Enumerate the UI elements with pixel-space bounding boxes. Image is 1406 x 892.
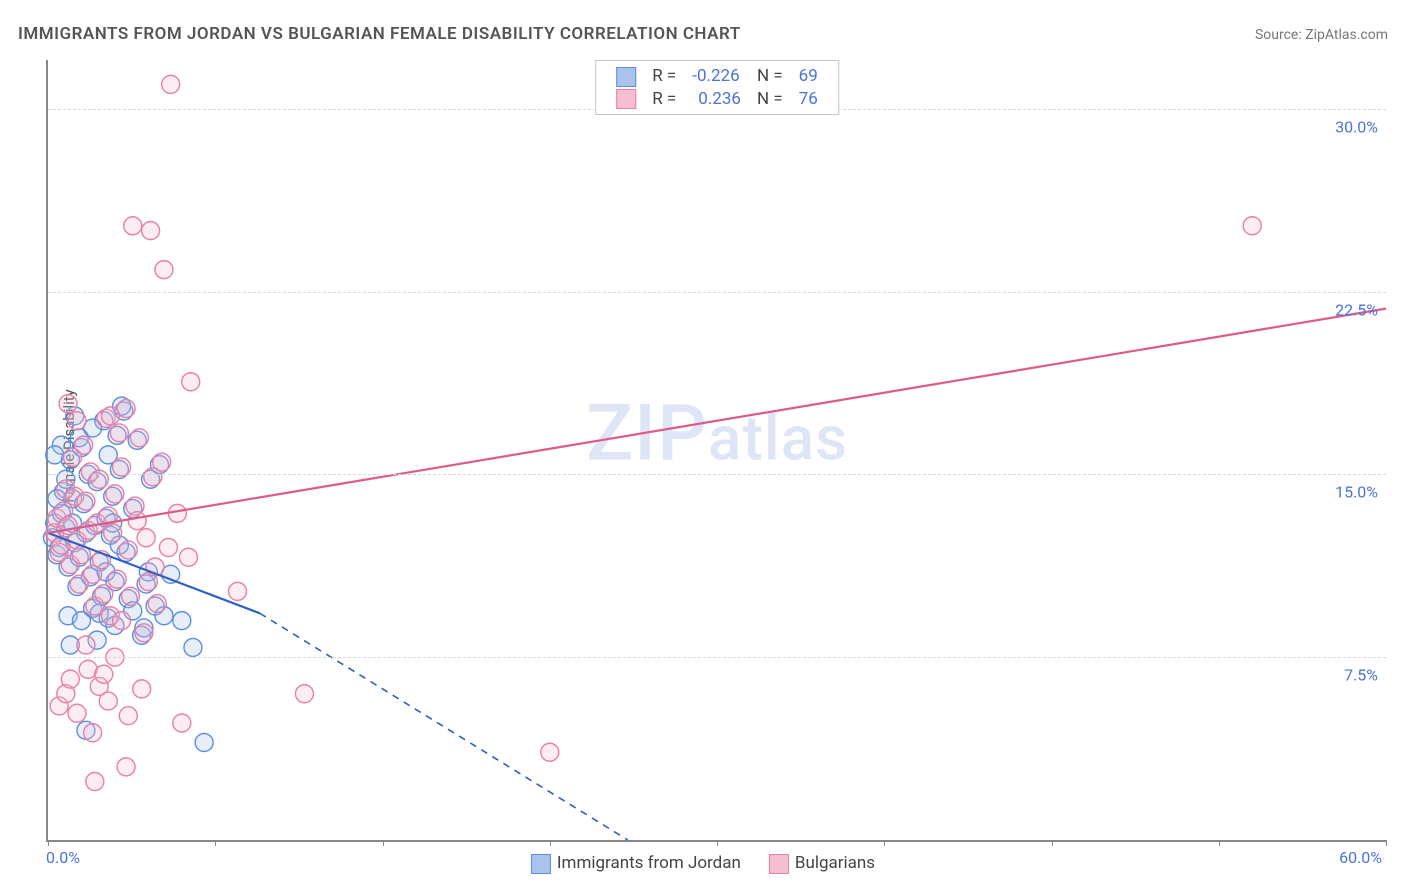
data-point (173, 714, 191, 732)
data-point (46, 446, 64, 464)
y-tick-label: 30.0% (1335, 117, 1378, 136)
data-point (1243, 217, 1261, 235)
x-tick (215, 840, 216, 846)
swatch-bulgarians-icon (769, 854, 789, 874)
data-point (95, 585, 113, 603)
swatch-jordan-icon (531, 854, 551, 874)
legend-row-jordan: R = -0.226 N = 69 (608, 65, 826, 88)
x-tick (1386, 840, 1387, 846)
data-point (75, 436, 93, 454)
data-point (295, 685, 313, 703)
data-point (122, 587, 140, 605)
data-point (61, 670, 79, 688)
r-value-jordan: -0.226 (684, 65, 749, 88)
data-point (84, 724, 102, 742)
data-point (68, 704, 86, 722)
y-tick-label: 7.5% (1344, 666, 1378, 685)
data-point (541, 743, 559, 761)
data-point (113, 458, 131, 476)
trend-line-extrapolated (260, 613, 628, 840)
legend-item-jordan: Immigrants from Jordan (531, 853, 741, 874)
series-legend: Immigrants from Jordan Bulgarians (531, 853, 875, 874)
data-point (95, 665, 113, 683)
data-point (179, 548, 197, 566)
data-point (153, 453, 171, 471)
trend-line (48, 309, 1386, 533)
source-link[interactable]: ZipAtlas.com (1305, 27, 1388, 43)
x-tick (383, 840, 384, 846)
data-point (135, 624, 153, 642)
n-value-jordan: 69 (791, 65, 826, 88)
data-point (133, 680, 151, 698)
legend-label-bulgarians: Bulgarians (795, 853, 875, 873)
data-point (182, 373, 200, 391)
x-tick (1052, 840, 1053, 846)
data-point (124, 217, 142, 235)
n-value-bulgarians: 76 (791, 88, 826, 111)
data-point (155, 261, 173, 279)
legend-label-jordan: Immigrants from Jordan (557, 853, 741, 873)
x-tick (1219, 840, 1220, 846)
r-value-bulgarians: 0.236 (684, 88, 749, 111)
data-point (142, 222, 160, 240)
data-point (108, 570, 126, 588)
data-point (90, 470, 108, 488)
data-point (119, 541, 137, 559)
data-point (184, 638, 202, 656)
data-point (119, 707, 137, 725)
data-point (101, 407, 119, 425)
chart-title: IMMIGRANTS FROM JORDAN VS BULGARIAN FEMA… (18, 24, 741, 44)
data-point (77, 492, 95, 510)
legend-n-label: N (757, 66, 769, 86)
data-point (77, 636, 95, 654)
swatch-jordan-icon (616, 67, 636, 87)
gridline (48, 292, 1386, 293)
data-point (68, 412, 86, 430)
x-tick-label: 60.0% (1339, 848, 1382, 867)
y-tick-label: 15.0% (1335, 483, 1378, 502)
x-tick (550, 840, 551, 846)
source-prefix: Source: (1255, 27, 1305, 43)
data-point (229, 582, 247, 600)
data-point (137, 529, 155, 547)
data-point (117, 758, 135, 776)
x-tick (48, 840, 49, 846)
data-point (110, 424, 128, 442)
data-point (195, 734, 213, 752)
data-point (86, 773, 104, 791)
plot-area: R = -0.226 N = 69 R = 0.236 N = 76 ZIPat… (46, 60, 1386, 842)
legend-r-label: R (652, 66, 662, 86)
data-point (104, 524, 122, 542)
gridline (48, 474, 1386, 475)
data-point (59, 395, 77, 413)
data-point (168, 504, 186, 522)
x-tick (884, 840, 885, 846)
x-tick (717, 840, 718, 846)
data-point (72, 612, 90, 630)
correlation-legend: R = -0.226 N = 69 R = 0.236 N = 76 (595, 60, 839, 115)
data-point (173, 612, 191, 630)
source-attribution: Source: ZipAtlas.com (1255, 27, 1388, 43)
legend-item-bulgarians: Bulgarians (769, 853, 875, 874)
data-point (162, 75, 180, 93)
x-tick-label: 0.0% (46, 848, 80, 867)
data-point (130, 429, 148, 447)
scatter-svg (48, 60, 1386, 840)
data-point (99, 692, 117, 710)
data-point (148, 595, 166, 613)
data-point (106, 485, 124, 503)
data-point (113, 612, 131, 630)
gridline (48, 657, 1386, 658)
legend-row-bulgarians: R = 0.236 N = 76 (608, 88, 826, 111)
data-point (159, 539, 177, 557)
y-tick-label: 22.5% (1335, 300, 1378, 319)
data-point (128, 512, 146, 530)
swatch-bulgarians-icon (616, 89, 636, 109)
